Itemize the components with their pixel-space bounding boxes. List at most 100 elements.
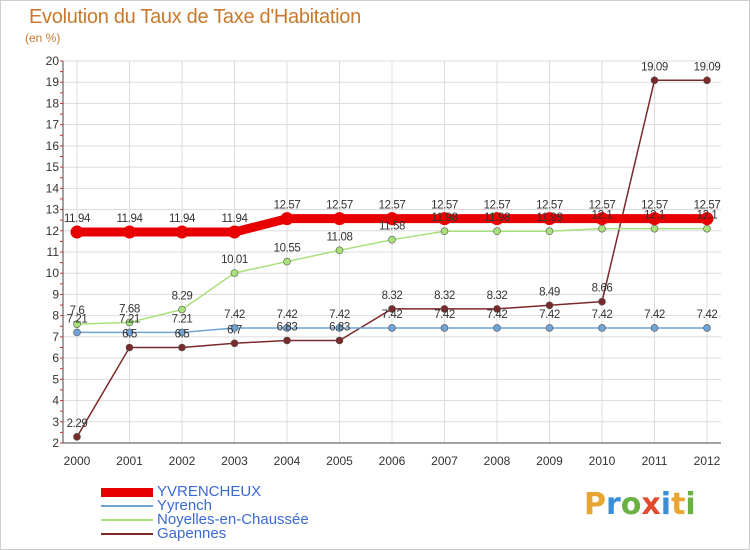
y-tick-label: 7 <box>52 330 59 344</box>
data-point-2 <box>440 227 449 236</box>
data-label: 7.42 <box>382 309 403 321</box>
data-label: 11.94 <box>64 213 91 225</box>
y-tick-label: 14 <box>46 181 60 195</box>
data-label: 7.42 <box>487 309 508 321</box>
data-label: 7.42 <box>644 309 665 321</box>
data-point-2 <box>283 257 291 266</box>
y-tick-label: 16 <box>46 139 60 153</box>
data-point-0 <box>648 212 661 226</box>
data-point-2 <box>125 318 134 327</box>
data-label: 7.21 <box>119 313 140 325</box>
data-point-1 <box>335 324 344 332</box>
x-tick-label: 2009 <box>536 454 563 468</box>
y-tick-label: 5 <box>52 372 59 386</box>
data-label: 8.49 <box>539 286 560 298</box>
data-point-3 <box>650 76 659 85</box>
data-label: 12.57 <box>484 200 511 212</box>
data-label: 12.57 <box>431 200 458 212</box>
data-point-3 <box>598 297 606 306</box>
data-point-2 <box>493 227 501 236</box>
y-tick-label: 4 <box>52 394 59 408</box>
logo-letter: x <box>641 487 661 522</box>
data-point-3 <box>178 343 186 352</box>
logo-letter: i <box>660 487 672 522</box>
x-tick-label: 2002 <box>169 454 196 468</box>
x-tick-label: 2006 <box>379 454 406 468</box>
legend-item: Noyelles-en-Chaussée <box>101 511 309 528</box>
legend-swatch <box>101 505 153 507</box>
data-label: 6.7 <box>227 324 242 336</box>
data-label: 8.32 <box>382 290 403 302</box>
chart-title: Evolution du Taux de Taxe d'Habitation <box>29 6 361 28</box>
data-label: 7.42 <box>329 309 350 321</box>
data-label: 7.21 <box>172 313 193 325</box>
data-point-0 <box>490 212 504 226</box>
data-label: 11.98 <box>484 212 510 224</box>
x-tick-label: 2004 <box>274 454 301 468</box>
y-tick-label: 2 <box>52 436 59 450</box>
y-tick-label: 15 <box>46 160 60 174</box>
x-tick-label: 2007 <box>431 454 458 468</box>
data-label: 12.57 <box>536 200 563 212</box>
data-point-2 <box>598 224 606 233</box>
data-label: 12.57 <box>326 200 353 212</box>
data-label: 11.94 <box>169 213 196 225</box>
data-label: 6.5 <box>175 329 190 341</box>
data-label: 7.42 <box>539 309 560 321</box>
data-label: 19.09 <box>694 61 721 73</box>
data-point-1 <box>178 328 186 337</box>
data-point-3 <box>493 305 501 313</box>
data-point-0 <box>280 212 294 226</box>
data-label: 7.42 <box>277 309 298 321</box>
data-point-0 <box>228 225 241 239</box>
data-label: 10.55 <box>274 243 301 255</box>
proxiti-logo: Proxiti <box>584 487 696 522</box>
x-tick-label: 2010 <box>589 454 616 468</box>
y-tick-label: 20 <box>46 54 60 68</box>
data-point-2 <box>178 305 186 314</box>
data-point-3 <box>283 336 291 345</box>
data-label: 6.83 <box>277 321 298 333</box>
data-point-1 <box>493 324 501 332</box>
data-point-0 <box>70 225 84 239</box>
data-point-3 <box>125 343 134 352</box>
data-point-2 <box>388 235 396 244</box>
x-tick-label: 2012 <box>694 454 721 468</box>
legend-label: Noyelles-en-Chaussée <box>157 511 309 528</box>
x-tick-label: 2003 <box>221 454 248 468</box>
data-point-1 <box>230 324 239 332</box>
data-label: 2.29 <box>67 418 88 430</box>
data-label: 12.1 <box>644 210 665 222</box>
data-label: 6.5 <box>122 329 137 341</box>
data-label: 8.29 <box>172 291 193 303</box>
data-label: 7.42 <box>434 309 455 321</box>
data-label: 8.32 <box>487 290 508 302</box>
x-tick-label: 2000 <box>64 454 91 468</box>
data-point-1 <box>388 324 396 332</box>
data-label: 11.58 <box>379 221 405 233</box>
chart-unit-label: (en %) <box>25 31 61 45</box>
data-point-2 <box>545 227 554 236</box>
data-label: 19.09 <box>641 61 668 73</box>
data-label: 11.94 <box>222 213 249 225</box>
data-label: 11.98 <box>432 212 458 224</box>
x-tick-label: 2001 <box>116 454 143 468</box>
chart-legend: YVRENCHEUX Yyrench Noyelles-en-Chaussée Gap… <box>101 484 309 541</box>
data-point-0 <box>438 212 451 226</box>
x-tick-label: 2005 <box>326 454 353 468</box>
data-label: 10.01 <box>221 254 248 266</box>
data-label: 11.98 <box>537 212 563 224</box>
data-label: 12.57 <box>589 200 616 212</box>
data-point-2 <box>73 320 81 328</box>
logo-letter: r <box>606 487 621 522</box>
logo-letter: o <box>620 487 642 522</box>
data-point-3 <box>73 433 81 441</box>
data-point-1 <box>440 324 449 332</box>
data-point-1 <box>73 328 81 337</box>
data-point-3 <box>388 305 396 313</box>
y-tick-label: 9 <box>52 287 59 301</box>
data-label: 7.42 <box>224 309 245 321</box>
y-tick-label: 6 <box>52 351 59 365</box>
